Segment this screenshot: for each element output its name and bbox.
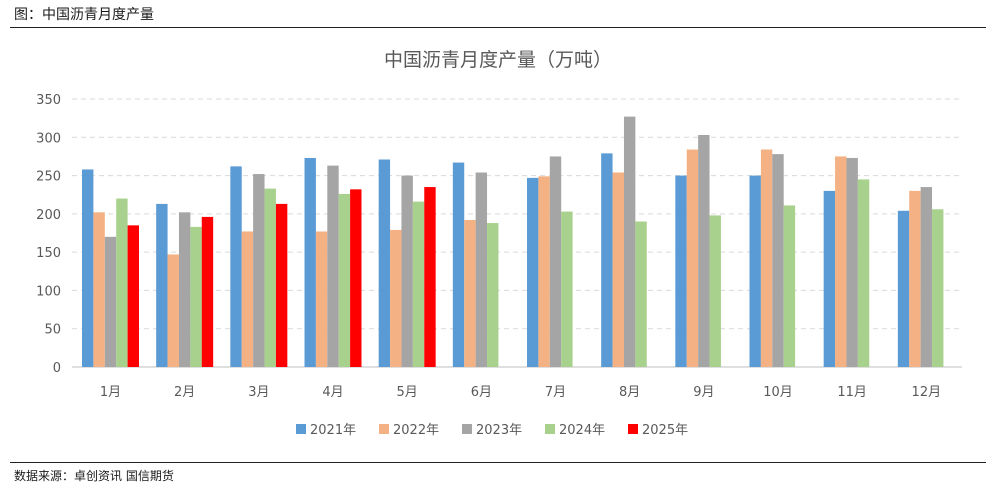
legend-swatch [379,424,389,434]
bar-2021年-7月 [527,177,539,367]
legend-label: 2024年 [559,423,605,438]
bar-2022年-7月 [538,176,550,367]
legend-swatch [296,424,306,434]
bar-2023年-9月 [698,134,710,367]
x-tick-label: 4月 [322,385,343,400]
bar-2023年-6月 [475,172,488,367]
x-axis-ticks: 1月 2月 3月 4月 5月 6月 7月 8月 9月 10月 11月 12月 [100,385,941,400]
bar-2024年-4月 [338,193,351,367]
legend-label: 2025年 [642,423,688,438]
y-axis-ticks: 0 50 100 150 200 250 300 350 [36,93,61,376]
x-tick-label: 7月 [545,385,566,400]
bar-2021年-9月 [675,175,687,367]
bar-2023年-2月 [178,212,191,367]
bar-2022年-8月 [612,172,624,367]
bar-2022年-3月 [241,231,254,367]
x-tick-label: 5月 [397,385,418,400]
data-source-note: 数据来源：卓创资讯 国信期货 [14,469,174,483]
x-tick-label: 6月 [471,385,492,400]
bar-2021年-10月 [749,175,761,367]
y-tick-label: 300 [36,131,61,146]
bar-2024年-10月 [783,205,796,367]
bar-2024年-2月 [190,226,202,367]
x-tick-label: 11月 [837,385,867,400]
chart-title: 中国沥青月度产量（万吨） [384,49,612,71]
bar-2023年-8月 [623,116,636,368]
x-tick-label: 3月 [248,385,269,400]
bar-2024年-11月 [857,179,870,367]
bar-2021年-2月 [156,203,168,367]
gridlines [72,98,962,368]
y-tick-label: 50 [44,323,61,338]
top-rule [10,27,986,28]
bar-2021年-4月 [304,157,316,367]
bar-2021年-6月 [452,162,465,367]
bar-2024年-5月 [412,201,425,367]
x-tick-label: 10月 [763,385,793,400]
bar-2021年-5月 [378,159,391,367]
bar-chart: 中国沥青月度产量（万吨） 0 50 100 150 200 250 300 350 1月 2月 3… [36,49,962,438]
y-tick-label: 350 [36,93,61,108]
bar-2022年-4月 [315,231,328,367]
y-tick-label: 200 [36,208,61,223]
x-tick-label: 2月 [174,385,195,400]
figure-caption: 图：中国沥青月度产量 [14,7,154,23]
bar-2024年-12月 [932,209,944,367]
bar-2025年-3月 [275,203,288,367]
bar-2024年-3月 [264,188,276,367]
bar-2021年-11月 [823,190,836,367]
y-tick-label: 100 [36,284,61,299]
bar-2023年-4月 [327,165,339,367]
bar-2025年-4月 [350,189,362,367]
bar-2025年-5月 [424,187,436,367]
legend-swatch [462,424,472,434]
bar-2022年-12月 [909,190,921,367]
bar-2024年-8月 [635,221,647,367]
bar-2022年-1月 [93,212,105,367]
bar-2023年-11月 [846,157,858,367]
bar-2022年-2月 [167,254,179,367]
bar-2023年-1月 [104,236,117,367]
legend: 2021年 2022年 2023年 2024年 2025年 [296,423,688,438]
y-tick-label: 0 [53,361,61,376]
legend-label: 2023年 [476,423,522,438]
legend-label: 2021年 [310,423,356,438]
x-tick-label: 8月 [619,385,640,400]
bar-2021年-8月 [601,153,613,367]
legend-label: 2022年 [393,423,439,438]
bar-2021年-1月 [82,169,94,367]
bar-2022年-10月 [760,149,773,367]
bar-2024年-6月 [487,223,499,367]
bars [82,116,944,368]
y-tick-label: 150 [36,246,61,261]
legend-swatch [628,424,638,434]
bottom-rule [10,462,986,463]
bar-2021年-3月 [230,166,242,367]
bar-2023年-5月 [401,175,413,367]
bar-2024年-1月 [116,198,128,367]
bar-2023年-10月 [772,154,784,367]
y-tick-label: 250 [36,170,61,185]
bar-2024年-9月 [709,215,721,367]
legend-swatch [545,424,555,434]
bar-2022年-11月 [835,156,847,367]
bar-2022年-9月 [686,149,699,367]
bar-2025年-1月 [127,225,139,367]
bar-2022年-5月 [390,229,402,367]
bar-2022年-6月 [464,219,476,367]
x-tick-label: 12月 [912,385,942,400]
x-tick-label: 9月 [693,385,714,400]
bar-2023年-7月 [549,156,562,367]
bar-2023年-3月 [253,174,265,367]
bar-2021年-12月 [897,210,910,367]
bar-2023年-12月 [920,187,933,367]
x-tick-label: 1月 [100,385,121,400]
bar-2025年-2月 [201,216,214,367]
bar-2024年-7月 [561,211,573,367]
